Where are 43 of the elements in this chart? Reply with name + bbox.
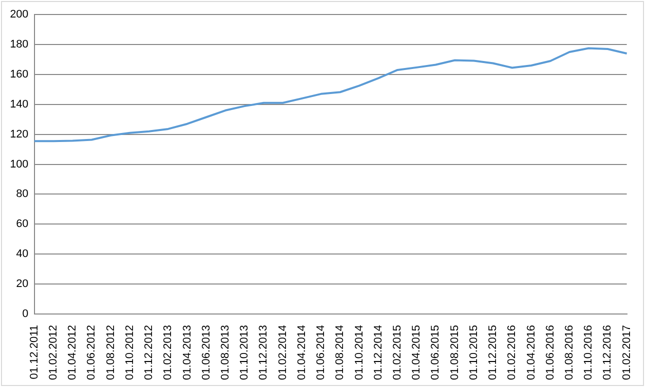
- x-tick-label: 01.06.2012: [86, 324, 98, 380]
- x-tick-label: 01.10.2014: [353, 324, 366, 380]
- x-tick-label: 01.10.2013: [238, 324, 251, 380]
- y-tick-label: 80: [16, 188, 28, 200]
- x-tick-label: 01.04.2016: [525, 324, 538, 380]
- x-tick-label: 01.06.2015: [430, 324, 442, 380]
- y-tick-label: 60: [16, 218, 28, 230]
- x-tick-label: 01.12.2014: [372, 324, 384, 380]
- x-tick-label: 01.10.2016: [582, 324, 595, 380]
- x-tick-label: 01.02.2016: [506, 324, 518, 380]
- x-tick-label: 01.12.2011: [28, 324, 40, 380]
- x-tick-label: 01.06.2016: [544, 324, 556, 380]
- x-tick-label: 01.12.2013: [258, 324, 270, 380]
- y-tick-label: 160: [10, 68, 28, 80]
- y-tick-label: 180: [10, 38, 28, 51]
- y-tick-label: 40: [16, 248, 28, 260]
- x-tick-label: 01.10.2015: [468, 324, 480, 380]
- x-tick-label: 01.02.2014: [276, 324, 289, 380]
- y-tick-label: 200: [10, 8, 28, 21]
- x-tick-label: 01.12.2015: [487, 324, 500, 380]
- y-tick-label: 0: [22, 308, 28, 320]
- x-tick-label: 01.04.2014: [296, 324, 308, 380]
- x-tick-label: 01.08.2014: [334, 324, 346, 380]
- x-tick-label: 01.02.2012: [47, 324, 60, 380]
- x-tick-label: 01.12.2012: [143, 324, 156, 380]
- x-tick-label: 01.06.2014: [315, 324, 328, 380]
- x-tick-label: 01.12.2016: [602, 324, 614, 380]
- x-tick-label: 01.04.2012: [66, 324, 79, 380]
- x-tick-label: 01.08.2013: [219, 324, 232, 380]
- x-tick-label: 01.08.2015: [448, 324, 461, 380]
- x-tick-label: 01.02.2017: [620, 324, 633, 380]
- x-tick-label: 01.04.2015: [410, 324, 423, 380]
- y-tick-label: 20: [16, 278, 28, 290]
- x-tick-label: 01.08.2012: [104, 324, 117, 380]
- x-tick-label: 01.08.2016: [564, 324, 576, 380]
- x-tick-label: 01.06.2013: [200, 324, 212, 380]
- x-tick-label: 01.02.2013: [162, 324, 174, 380]
- x-tick-label: 01.10.2012: [124, 324, 136, 380]
- y-tick-label: 140: [10, 98, 28, 110]
- y-tick-label: 120: [10, 128, 28, 140]
- y-tick-label: 100: [10, 158, 28, 170]
- x-tick-label: 01.02.2015: [391, 324, 404, 380]
- x-tick-label: 01.04.2013: [181, 324, 194, 380]
